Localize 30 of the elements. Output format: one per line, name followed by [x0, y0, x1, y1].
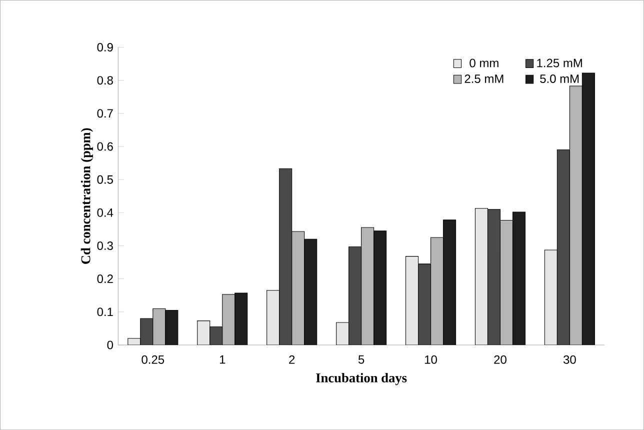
y-tick-label: 0.4	[97, 208, 114, 217]
y-tick-label: 0.2	[97, 274, 113, 283]
bar	[487, 208, 501, 345]
bar	[140, 318, 154, 345]
x-tick-label: 5	[358, 355, 364, 364]
y-tick-label: 0.7	[97, 109, 113, 118]
y-tick-label: 0.8	[97, 76, 113, 84]
legend-label: 2.5 mM	[464, 74, 504, 83]
x-tick-label: 0.25	[142, 355, 164, 364]
bar	[418, 264, 432, 345]
y-tick-label: 0.9	[97, 42, 113, 52]
legend-label: 0 mm	[470, 58, 498, 68]
y-tick-label: 0	[107, 340, 114, 350]
y-tick-label: 0.3	[97, 241, 113, 250]
y-axis-title: Cd concentration (ppm)	[80, 128, 93, 264]
y-tick-label: 0.1	[97, 308, 113, 316]
bar	[348, 246, 362, 345]
y-tick-label: 0.5	[97, 175, 113, 184]
bar	[556, 149, 570, 345]
legend-label: 5.0 mM	[540, 74, 579, 83]
bar	[210, 326, 223, 345]
x-axis-title: Incubation days	[316, 372, 407, 386]
legend-label: 1.25 mM	[537, 58, 582, 68]
x-tick-label: 1	[220, 355, 226, 364]
x-tick-label: 2	[289, 355, 295, 364]
x-tick-label: 30	[563, 355, 576, 364]
x-tick-label: 10	[425, 355, 437, 364]
bar	[279, 168, 292, 345]
y-tick-label: 0.6	[97, 142, 113, 151]
x-tick-label: 20	[494, 355, 506, 364]
